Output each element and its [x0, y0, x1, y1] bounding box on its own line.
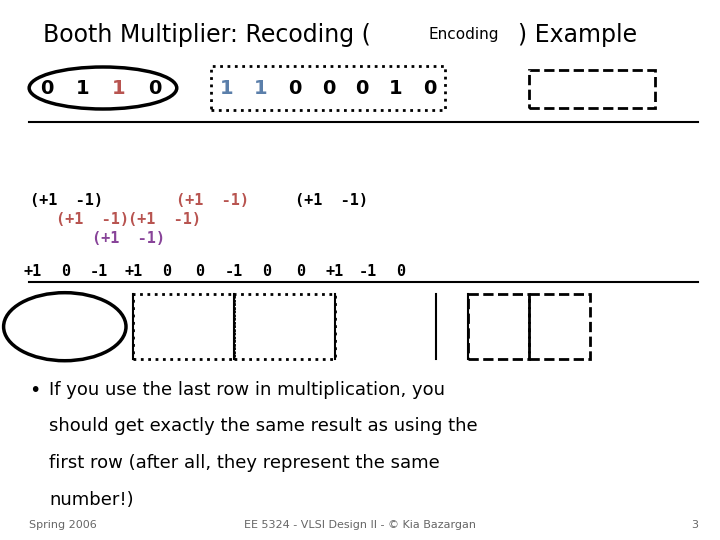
Text: +1: +1	[124, 264, 143, 279]
Text: 1: 1	[390, 78, 402, 98]
Text: should get exactly the same result as using the: should get exactly the same result as us…	[49, 417, 477, 435]
Text: If you use the last row in multiplication, you: If you use the last row in multiplicatio…	[49, 381, 445, 399]
Text: 0: 0	[61, 264, 70, 279]
Text: ) Example: ) Example	[518, 23, 637, 47]
Text: 0: 0	[195, 264, 204, 279]
Text: 3: 3	[691, 520, 698, 530]
Text: 0: 0	[423, 78, 436, 98]
Text: 1: 1	[254, 78, 267, 98]
Text: 0: 0	[397, 264, 405, 279]
Text: Spring 2006: Spring 2006	[29, 520, 96, 530]
Text: (+1  -1): (+1 -1)	[30, 193, 103, 208]
Text: •: •	[29, 381, 40, 400]
Text: -1: -1	[359, 264, 377, 279]
Text: 1: 1	[112, 78, 125, 98]
Text: 0: 0	[322, 78, 335, 98]
Text: 0: 0	[296, 264, 305, 279]
Text: 0: 0	[356, 78, 369, 98]
Text: Booth Multiplier: Recoding (: Booth Multiplier: Recoding (	[43, 23, 371, 47]
Text: (+1  -1): (+1 -1)	[128, 212, 201, 227]
Text: 0: 0	[148, 78, 161, 98]
Text: number!): number!)	[49, 491, 134, 509]
Text: (+1  -1): (+1 -1)	[56, 212, 129, 227]
Text: (+1  -1): (+1 -1)	[176, 193, 249, 208]
Text: -1: -1	[89, 264, 108, 279]
Text: 1: 1	[76, 78, 89, 98]
Text: -1: -1	[225, 264, 243, 279]
Text: 0: 0	[288, 78, 301, 98]
Text: first row (after all, they represent the same: first row (after all, they represent the…	[49, 454, 440, 472]
Text: 0: 0	[162, 264, 171, 279]
Text: +1: +1	[325, 264, 344, 279]
Text: EE 5324 - VLSI Design II - © Kia Bazargan: EE 5324 - VLSI Design II - © Kia Bazarga…	[244, 520, 476, 530]
Text: +1: +1	[23, 264, 42, 279]
Text: 0: 0	[263, 264, 271, 279]
Text: (+1  -1): (+1 -1)	[92, 231, 165, 246]
Text: Encoding: Encoding	[428, 28, 499, 43]
Text: 0: 0	[40, 78, 53, 98]
Text: (+1  -1): (+1 -1)	[295, 193, 368, 208]
Text: 1: 1	[220, 78, 233, 98]
